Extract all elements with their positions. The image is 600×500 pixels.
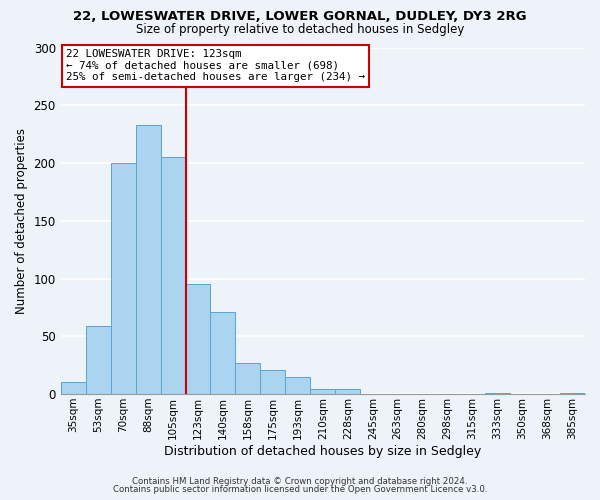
- Text: Contains HM Land Registry data © Crown copyright and database right 2024.: Contains HM Land Registry data © Crown c…: [132, 477, 468, 486]
- Bar: [61, 382, 86, 394]
- Bar: [136, 125, 161, 394]
- Y-axis label: Number of detached properties: Number of detached properties: [15, 128, 28, 314]
- Bar: [110, 163, 136, 394]
- Text: Size of property relative to detached houses in Sedgley: Size of property relative to detached ho…: [136, 22, 464, 36]
- Bar: [286, 376, 310, 394]
- Bar: [161, 157, 185, 394]
- Bar: [485, 393, 510, 394]
- Text: Contains public sector information licensed under the Open Government Licence v3: Contains public sector information licen…: [113, 485, 487, 494]
- Bar: [86, 326, 110, 394]
- Bar: [260, 370, 286, 394]
- Bar: [185, 284, 211, 394]
- X-axis label: Distribution of detached houses by size in Sedgley: Distribution of detached houses by size …: [164, 444, 481, 458]
- Bar: [235, 363, 260, 394]
- Text: 22, LOWESWATER DRIVE, LOWER GORNAL, DUDLEY, DY3 2RG: 22, LOWESWATER DRIVE, LOWER GORNAL, DUDL…: [73, 10, 527, 23]
- Bar: [310, 390, 335, 394]
- Bar: [211, 312, 235, 394]
- Bar: [560, 393, 585, 394]
- Bar: [335, 390, 360, 394]
- Text: 22 LOWESWATER DRIVE: 123sqm
← 74% of detached houses are smaller (698)
25% of se: 22 LOWESWATER DRIVE: 123sqm ← 74% of det…: [66, 49, 365, 82]
